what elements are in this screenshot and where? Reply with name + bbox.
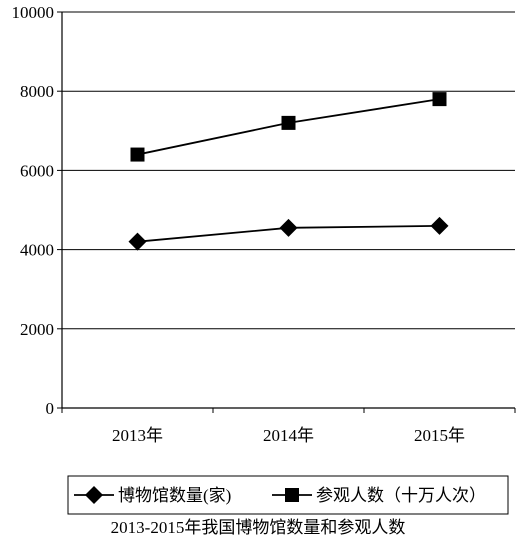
y-axis-ticks: 0 2000 4000 6000 8000 10000 (12, 3, 62, 418)
x-tick-label: 2014年 (263, 426, 314, 445)
square-marker (281, 115, 296, 130)
legend-box (67, 475, 509, 515)
y-tick-label: 0 (46, 399, 55, 418)
gridlines (62, 11, 515, 330)
y-tick-label: 2000 (20, 320, 54, 339)
series-2 (130, 92, 447, 162)
legend-entry: 参观人数（十万人次） (272, 486, 486, 505)
legend-label: 博物馆数量(家) (118, 486, 231, 505)
x-tick-label: 2013年 (112, 426, 163, 445)
axes (61, 12, 515, 409)
square-marker (130, 147, 145, 162)
y-tick-label: 4000 (20, 241, 54, 260)
legend-diamond-marker (85, 486, 103, 504)
legend-square-marker (285, 488, 299, 502)
series-1 (128, 216, 449, 251)
y-tick-label: 8000 (20, 82, 54, 101)
series-group (128, 92, 449, 251)
legend-label: 参观人数（十万人次） (316, 486, 486, 505)
chart-caption: 2013-2015年我国博物馆数量和参观人数 (111, 518, 406, 537)
diamond-marker (430, 216, 449, 235)
diamond-marker (128, 232, 147, 251)
legend-entry: 博物馆数量(家) (74, 486, 231, 505)
y-tick-label: 10000 (12, 3, 55, 22)
square-marker (432, 92, 447, 107)
legend: 博物馆数量(家) 参观人数（十万人次） (67, 475, 509, 515)
diamond-marker (279, 218, 298, 237)
y-tick-label: 6000 (20, 161, 54, 180)
x-tick-label: 2015年 (414, 426, 465, 445)
x-axis-ticks: 2013年 2014年 2015年 (61, 408, 516, 445)
